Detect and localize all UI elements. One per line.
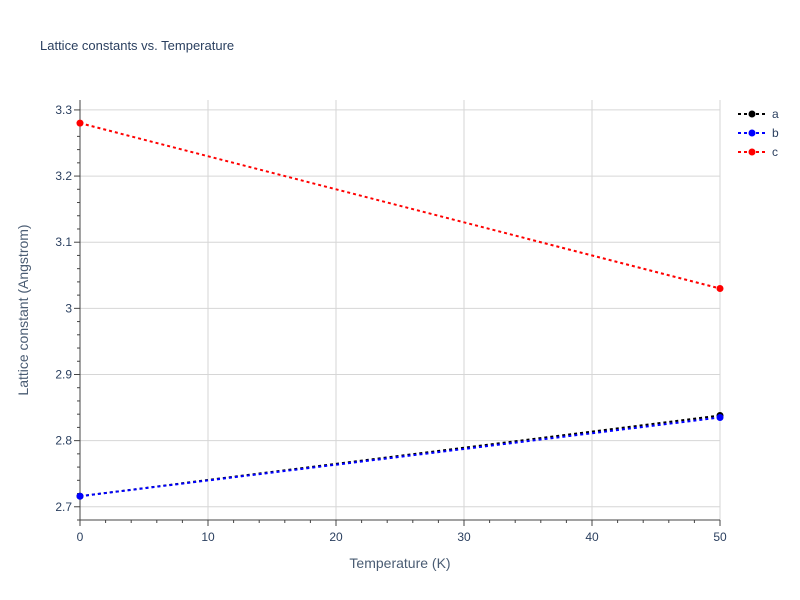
data-point-b	[76, 492, 84, 500]
y-tick-label: 3	[65, 301, 72, 315]
y-axis-title: Lattice constant (Angstrom)	[15, 224, 31, 395]
y-tick-label: 3.1	[55, 235, 72, 249]
x-tick-label: 50	[713, 530, 727, 544]
x-tick-label: 20	[329, 530, 343, 544]
data-point-b	[716, 413, 724, 421]
y-tick-label: 3.2	[55, 169, 72, 183]
legend-label-a: a	[772, 107, 779, 121]
legend-marker-a	[748, 110, 756, 118]
series-line-c	[79, 122, 721, 290]
data-point-c	[716, 285, 724, 293]
grid	[80, 100, 721, 520]
x-axis-title: Temperature (K)	[349, 555, 450, 571]
chart-title: Lattice constants vs. Temperature	[40, 38, 234, 53]
x-tick-label: 0	[77, 530, 84, 544]
axes: 0 10 20 30 40 50 2.7 2.8 2.9 3 3.1 3.2 3.3	[55, 100, 727, 544]
x-tick-label: 30	[457, 530, 471, 544]
y-tick-label: 2.8	[55, 434, 72, 448]
data-point-c	[76, 119, 84, 127]
legend-marker-b	[748, 129, 756, 137]
y-tick-label: 3.3	[55, 103, 72, 117]
y-tick-label: 2.7	[55, 500, 72, 514]
legend-label-c: c	[772, 145, 778, 159]
x-tick-label: 10	[201, 530, 215, 544]
x-tick-label: 40	[585, 530, 599, 544]
y-tick-label: 2.9	[55, 367, 72, 381]
legend: abc	[738, 107, 779, 159]
series-layer	[76, 119, 724, 500]
legend-label-b: b	[772, 126, 779, 140]
legend-marker-c	[748, 148, 756, 156]
